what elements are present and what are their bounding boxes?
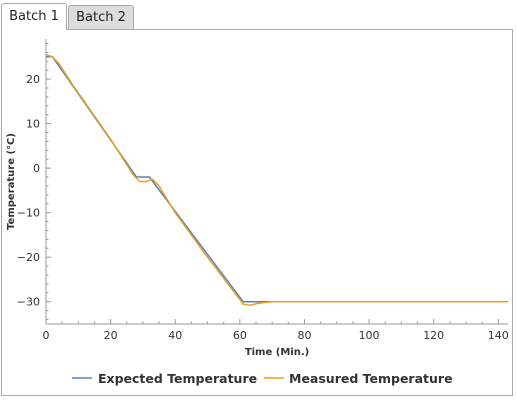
y-tick-label: 10 <box>26 118 40 131</box>
x-tick-label: 120 <box>423 329 444 342</box>
series-line-2 <box>45 53 508 307</box>
y-tick-label: −20 <box>17 251 40 264</box>
y-tick-label: −30 <box>17 296 40 309</box>
tab-batch-2[interactable]: Batch 2 <box>68 5 134 29</box>
chart-panel: 0 20 40 60 80 100 120 140 20 10 0 −10 −20 −30 Time (M… <box>1 29 513 396</box>
x-tick-label: 140 <box>488 329 509 342</box>
y-axis-title: Temperature (°C) <box>6 133 17 230</box>
legend-label-1: Expected Temperature <box>98 371 257 386</box>
x-tick-label: 0 <box>43 329 50 342</box>
y-tick-label: 0 <box>33 162 40 175</box>
y-tick-label: 20 <box>26 73 40 86</box>
chart-series-layer <box>45 53 508 307</box>
x-tick-label: 80 <box>297 329 311 342</box>
series-line-1 <box>46 56 508 303</box>
tab-batch-1[interactable]: Batch 1 <box>1 3 67 30</box>
x-tick-label: 60 <box>233 329 247 342</box>
x-tick-label: 100 <box>359 329 380 342</box>
x-tick-label: 20 <box>104 329 118 342</box>
x-tick-label: 40 <box>168 329 182 342</box>
chart-legend: Expected Temperature Measured Temperature <box>72 371 453 386</box>
tab-bar: Batch 1 Batch 2 <box>0 0 516 30</box>
legend-label-2: Measured Temperature <box>289 371 453 386</box>
x-axis-title: Time (Min.) <box>245 347 309 358</box>
y-tick-label: −10 <box>17 207 40 220</box>
